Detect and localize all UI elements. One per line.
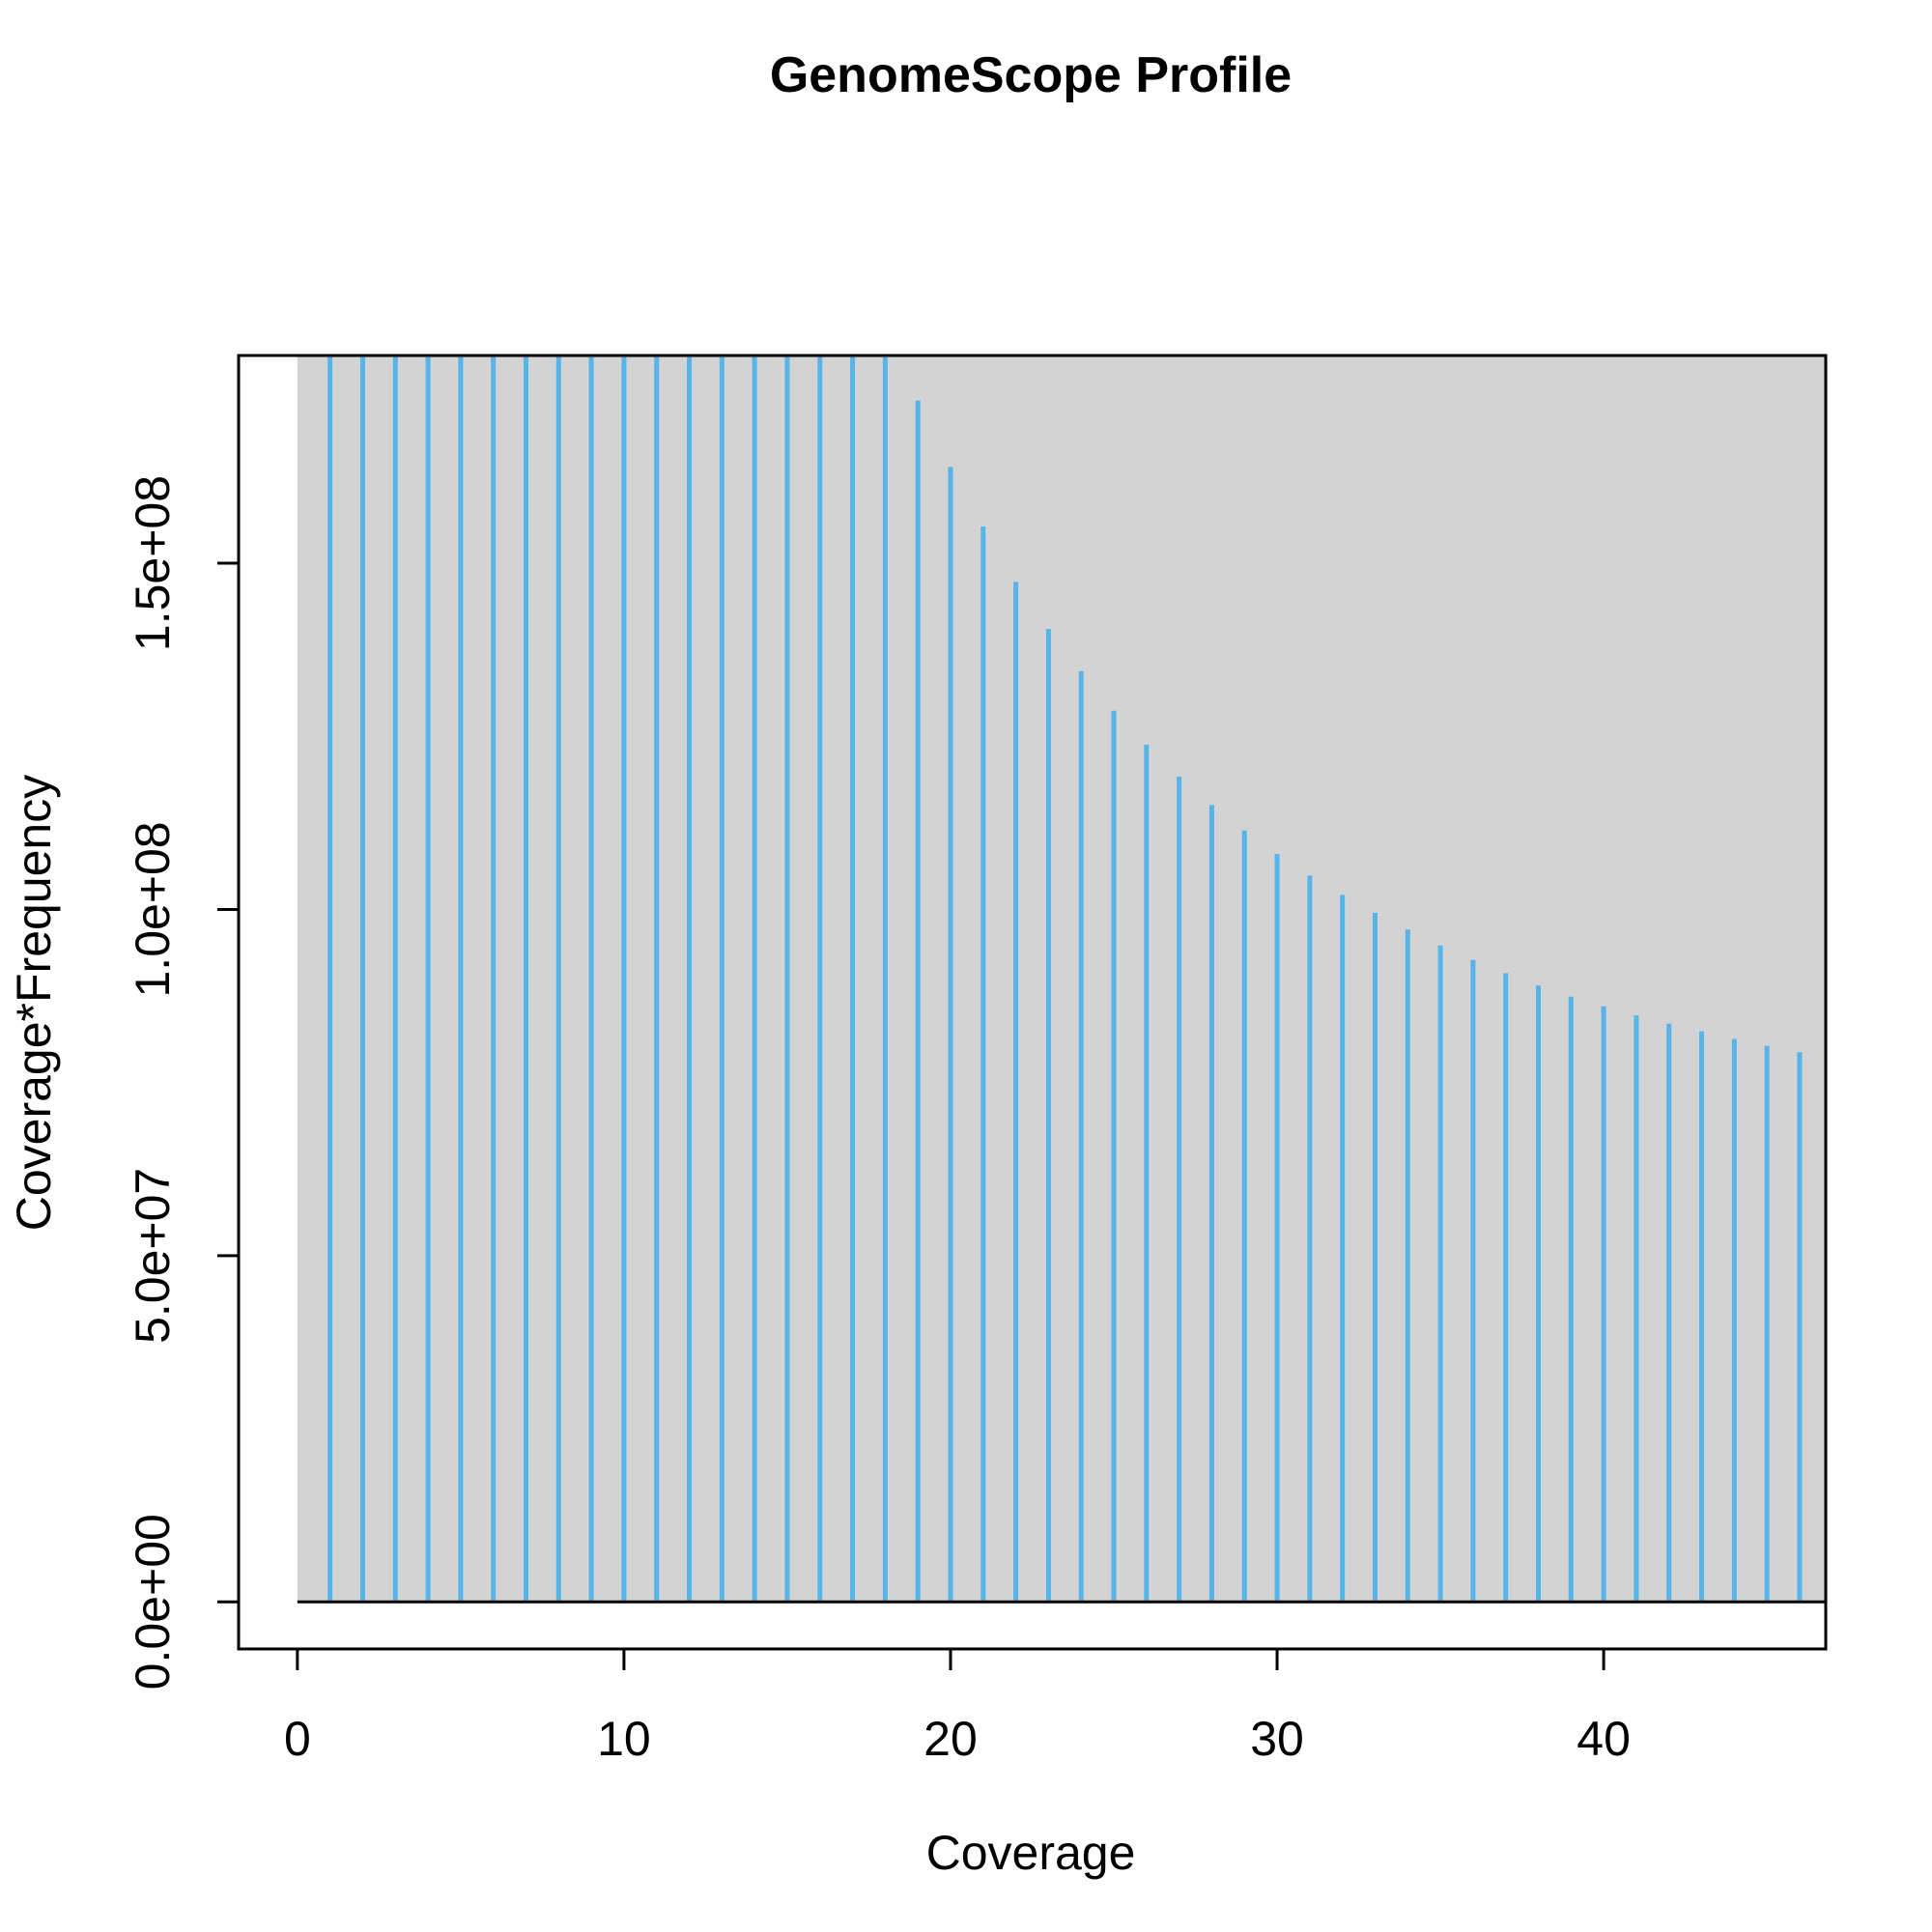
x-tick-label: 10	[597, 1712, 651, 1766]
y-tick-label: 0.0e+00	[126, 1514, 180, 1690]
y-tick-label: 1.5e+08	[126, 475, 180, 651]
x-tick-label: 0	[284, 1712, 311, 1766]
bar-series	[327, 355, 1803, 1603]
y-axis-title: Coverage*Frequency	[7, 775, 61, 1232]
y-axis: 0.0e+00 5.0e+07 1.0e+08 1.5e+08	[126, 475, 241, 1690]
x-axis: 0 10 20 30 40	[284, 1647, 1631, 1766]
y-tick-label: 5.0e+07	[126, 1168, 180, 1344]
x-tick-label: 40	[1577, 1712, 1631, 1766]
y-tick-label: 1.0e+08	[126, 821, 180, 997]
chart-title: GenomeScope Profile	[770, 47, 1292, 103]
x-axis-title: Coverage	[926, 1826, 1136, 1880]
x-tick-label: 20	[923, 1712, 978, 1766]
x-tick-label: 30	[1250, 1712, 1304, 1766]
